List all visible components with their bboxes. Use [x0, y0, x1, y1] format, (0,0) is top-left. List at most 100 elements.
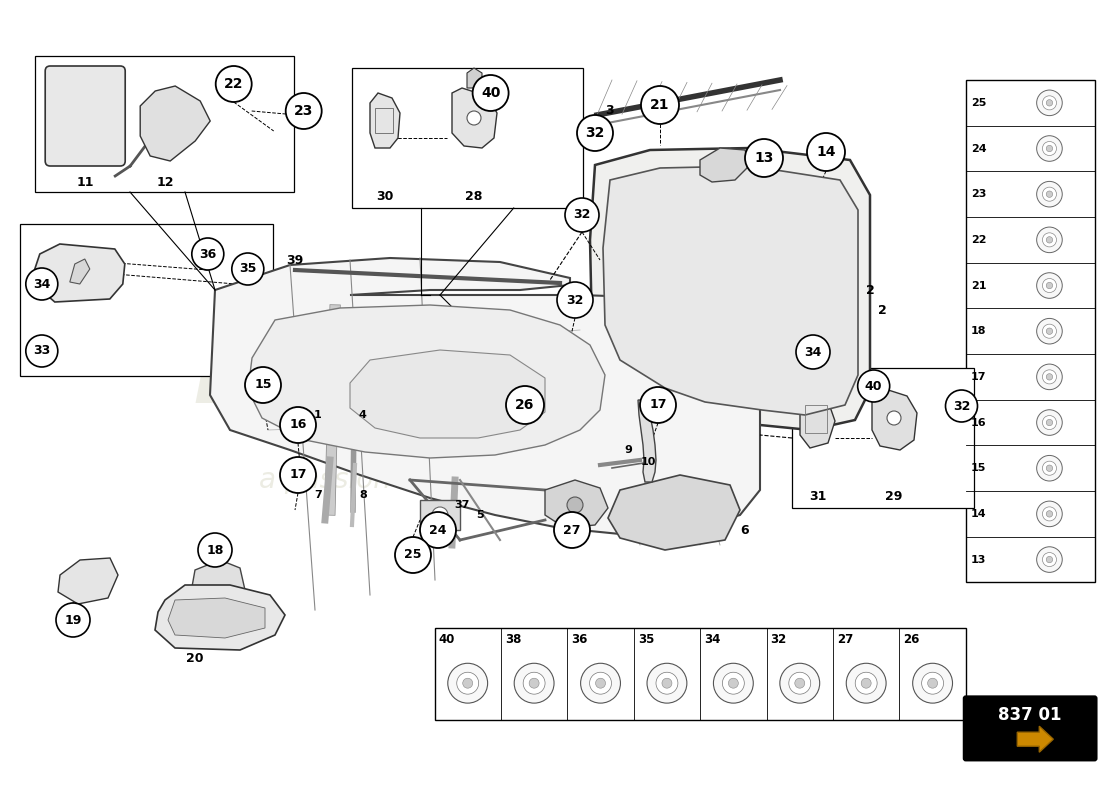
Circle shape	[280, 457, 316, 493]
Polygon shape	[190, 560, 245, 612]
Polygon shape	[35, 244, 124, 302]
Text: 32: 32	[566, 294, 584, 306]
Circle shape	[640, 387, 676, 423]
Text: a passion for cars since 1965: a passion for cars since 1965	[258, 466, 666, 494]
Text: 17: 17	[289, 469, 307, 482]
Polygon shape	[155, 585, 285, 650]
Polygon shape	[590, 148, 870, 430]
Circle shape	[468, 111, 481, 125]
Text: 13: 13	[971, 554, 987, 565]
Circle shape	[780, 663, 820, 703]
Polygon shape	[468, 68, 482, 88]
Polygon shape	[800, 393, 835, 448]
Circle shape	[1036, 501, 1063, 526]
Text: 25: 25	[405, 549, 421, 562]
Text: 32: 32	[771, 633, 786, 646]
Circle shape	[927, 678, 937, 688]
Text: 27: 27	[563, 523, 581, 537]
Text: 3: 3	[606, 103, 614, 117]
Text: 32: 32	[585, 126, 605, 140]
Polygon shape	[168, 598, 265, 638]
Circle shape	[807, 133, 845, 171]
Bar	[420, 500, 460, 530]
Circle shape	[1036, 136, 1063, 162]
Circle shape	[1046, 419, 1053, 426]
Text: 37: 37	[454, 500, 470, 510]
Polygon shape	[140, 86, 210, 161]
Circle shape	[1046, 100, 1053, 106]
Circle shape	[1046, 282, 1053, 289]
Circle shape	[858, 370, 890, 402]
Text: 14: 14	[816, 145, 836, 159]
Circle shape	[524, 672, 546, 694]
Circle shape	[1043, 415, 1056, 430]
Text: 36: 36	[199, 247, 217, 261]
Text: 32: 32	[573, 209, 591, 222]
Circle shape	[554, 512, 590, 548]
Circle shape	[795, 678, 805, 688]
Text: 8: 8	[359, 490, 367, 500]
Circle shape	[514, 663, 554, 703]
Circle shape	[1043, 370, 1056, 384]
Text: 23: 23	[294, 104, 313, 118]
Circle shape	[745, 139, 783, 177]
Polygon shape	[69, 259, 90, 284]
Circle shape	[286, 93, 321, 129]
Text: 35: 35	[239, 262, 256, 275]
Text: 16: 16	[289, 418, 307, 431]
Text: 25: 25	[971, 98, 987, 108]
Text: 7: 7	[315, 490, 322, 500]
Text: 29: 29	[886, 490, 903, 502]
Circle shape	[1036, 364, 1063, 390]
Circle shape	[280, 407, 316, 443]
Text: 16: 16	[971, 418, 987, 427]
Bar	[375, 108, 393, 133]
Circle shape	[1043, 553, 1056, 566]
Text: 18: 18	[971, 326, 987, 336]
Text: 40: 40	[865, 379, 882, 393]
Text: 22: 22	[224, 77, 243, 91]
Text: 5: 5	[476, 510, 484, 520]
Text: 2: 2	[878, 303, 887, 317]
Text: 32: 32	[953, 399, 970, 413]
Polygon shape	[1018, 726, 1054, 752]
Text: 40: 40	[481, 86, 500, 100]
Text: 33: 33	[33, 345, 51, 358]
Text: 40: 40	[439, 633, 455, 646]
Circle shape	[1046, 328, 1053, 334]
Circle shape	[1043, 278, 1056, 293]
Text: 34: 34	[33, 278, 51, 290]
Text: 23: 23	[971, 189, 987, 199]
Circle shape	[56, 603, 90, 637]
Text: 21: 21	[650, 98, 670, 112]
Polygon shape	[544, 480, 608, 528]
Circle shape	[595, 678, 605, 688]
Circle shape	[1036, 273, 1063, 298]
FancyBboxPatch shape	[45, 66, 125, 166]
Polygon shape	[638, 400, 656, 482]
Circle shape	[590, 672, 612, 694]
Bar	[805, 405, 827, 433]
Text: 18: 18	[207, 543, 223, 557]
Circle shape	[25, 335, 58, 367]
Polygon shape	[58, 558, 118, 604]
Circle shape	[395, 537, 431, 573]
Circle shape	[529, 678, 539, 688]
Circle shape	[662, 678, 672, 688]
Text: 11: 11	[77, 175, 94, 189]
Circle shape	[557, 282, 593, 318]
Circle shape	[565, 198, 600, 232]
Text: 15: 15	[971, 463, 987, 474]
Text: 39: 39	[286, 254, 304, 266]
Circle shape	[1046, 556, 1053, 562]
Circle shape	[796, 335, 830, 369]
Circle shape	[420, 512, 456, 548]
Text: 9: 9	[624, 445, 631, 455]
Text: 13: 13	[755, 151, 773, 165]
Text: 12: 12	[156, 175, 174, 189]
Circle shape	[1046, 146, 1053, 152]
Text: 22: 22	[971, 235, 987, 245]
Circle shape	[1036, 227, 1063, 253]
Circle shape	[566, 497, 583, 513]
Circle shape	[641, 86, 679, 124]
